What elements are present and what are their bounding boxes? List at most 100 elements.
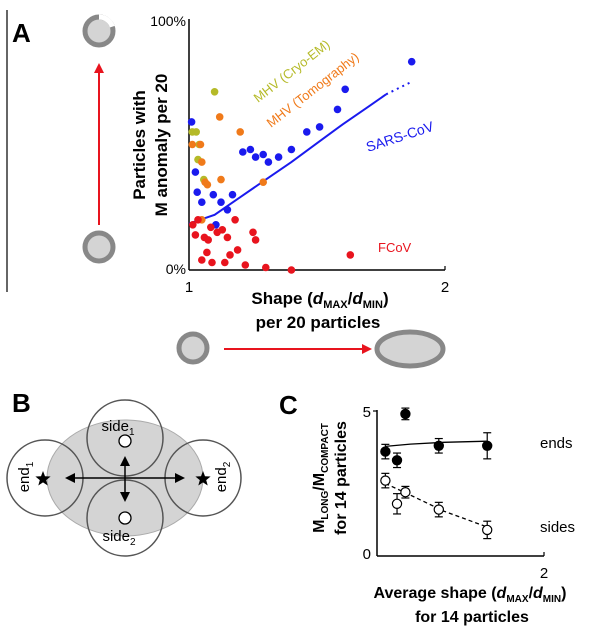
panel-b: B side1 side2 end1 end2 [6, 388, 242, 557]
normal-particle-icon [82, 230, 116, 264]
point-fcov [204, 236, 212, 244]
point-sars-cov [209, 190, 218, 199]
point-sars-cov [264, 158, 273, 166]
point-sars-cov [287, 145, 296, 154]
point-sars-cov [341, 85, 350, 94]
plot-c-ylabel-line2: for 14 particles [333, 421, 350, 535]
point-fcov [241, 261, 250, 269]
point-sars-cov [191, 168, 200, 176]
point-mhv-tomography [217, 175, 225, 184]
plot-c-xlabel-line1: Average shape (dMAX/dMIN) [374, 585, 567, 605]
point-mhv-tomography [259, 178, 268, 186]
point-fcov [226, 251, 234, 259]
panel-b-label: B [12, 388, 31, 418]
point-mhv-tomography [198, 158, 206, 166]
point-sars-cov [223, 206, 232, 214]
point-mhv-tomography [215, 113, 224, 121]
plot-c-ylabel-line1: MLONG/MCOMPACT [311, 423, 331, 533]
panel-a: A 100% 0% 1 2 Particles with M anomaly p… [6, 10, 449, 369]
point-sides [482, 524, 493, 536]
point-fcov [207, 223, 215, 232]
fit-line-sides [385, 482, 488, 528]
end1-label: end1 [16, 461, 36, 492]
point-ends [433, 440, 444, 451]
point-ends [391, 455, 403, 466]
point-sides [380, 475, 391, 486]
point-ends [400, 408, 411, 420]
point-sars-cov [333, 105, 342, 114]
point-fcov [218, 226, 227, 234]
end2-label: end2 [213, 461, 233, 492]
point-ends [380, 446, 391, 457]
point-fcov [208, 258, 216, 267]
point-fcov [287, 266, 296, 274]
point-mhv-tomography [236, 128, 244, 136]
point-sars-cov [228, 190, 237, 199]
sars-fit-line [188, 93, 387, 225]
point-fcov [203, 248, 211, 257]
point-sides [400, 487, 411, 498]
point-fcov [194, 216, 202, 224]
series-label-ends: ends [540, 435, 573, 452]
panel-a-label: A [12, 18, 31, 48]
point-sides [391, 498, 403, 509]
series-label-sides: sides [540, 519, 575, 536]
plot-c-points [380, 407, 493, 540]
point-fcov [346, 251, 355, 259]
sars-fit-line-extrapolated [385, 80, 413, 96]
point-sars-cov [198, 198, 206, 206]
point-sars-cov [193, 188, 201, 196]
plot-a-fit [188, 80, 413, 225]
point-ends [482, 440, 493, 451]
panel-c-label: C [279, 390, 298, 420]
plot-c-xtick-2: 2 [540, 565, 548, 582]
point-mhv-tomography [196, 140, 205, 149]
point-sars-cov [246, 145, 255, 154]
side2-marker [118, 511, 132, 525]
plot-c-fits [385, 440, 488, 528]
plot-a-xlabel-line1: Shape (dMAX/dMIN) [251, 289, 388, 311]
point-mhv-cryo-em [210, 88, 219, 96]
point-sars-cov [315, 123, 324, 131]
plot-a: 100% 0% 1 2 Particles with M anomaly per… [130, 13, 449, 332]
point-sars-cov [303, 128, 311, 136]
point-mhv-cryo-em [192, 128, 200, 136]
end2-star-icon [195, 471, 211, 486]
point-fcov [191, 231, 200, 239]
point-sars-cov [239, 148, 247, 156]
round-particle-icon [176, 331, 210, 365]
plot-a-ylabel-line2: M anomaly per 20 [152, 74, 171, 217]
plot-a-xtick-2: 2 [441, 279, 449, 296]
point-fcov [189, 221, 197, 229]
series-label-sars: SARS-CoV [364, 118, 436, 155]
panel-c: C 5 0 2 MLONG/MCOMPACT for 14 particles … [279, 390, 575, 626]
point-fcov [249, 228, 257, 237]
side1-marker [118, 434, 132, 448]
point-mhv-tomography [203, 180, 212, 189]
plot-a-ytick-bottom: 0% [166, 261, 186, 277]
plot-c-ytick-top: 5 [363, 404, 371, 421]
plot-a-points [187, 57, 416, 274]
point-fcov [262, 263, 270, 272]
plot-a-xtick-1: 1 [185, 279, 193, 296]
point-fcov [251, 236, 260, 244]
particle-with-anomaly-icon [82, 14, 116, 48]
point-sars-cov [407, 57, 416, 66]
point-sars-cov [251, 153, 260, 161]
point-fcov [198, 256, 206, 264]
plot-a-ylabel-line1: Particles with [130, 90, 149, 200]
plot-c-xlabel-line2: for 14 particles [415, 609, 529, 626]
point-fcov [231, 216, 239, 224]
series-label-mhv-cryo: MHV (Cryo-EM) [251, 37, 333, 106]
point-sars-cov [217, 198, 225, 206]
fit-line-ends [385, 440, 488, 448]
point-fcov [223, 233, 232, 242]
point-fcov [233, 246, 242, 254]
elongated-particle-icon [374, 329, 446, 369]
point-sides [433, 504, 444, 515]
plot-a-ytick-top: 100% [150, 13, 186, 29]
end1-star-icon [35, 471, 51, 486]
plot-c-ytick-bottom: 0 [363, 546, 371, 563]
point-fcov [221, 258, 229, 267]
